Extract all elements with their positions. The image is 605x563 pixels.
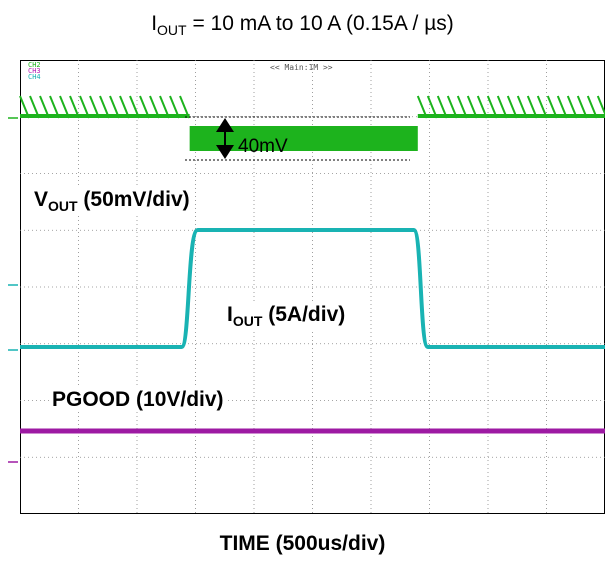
vout-label: VOUT (50mV/div) [32,188,192,215]
channel-label: CH4 [28,73,41,81]
timebase-header: << Main:1M >> [270,63,333,72]
arrow-up-icon [216,118,234,132]
iout-label: IOUT (5A/div) [225,303,348,330]
chart-title: IOUT = 10 mA to 10 A (0.15A / µs) [151,12,454,39]
channel-label: CH3 [28,67,41,75]
pgood-label: PGOOD (10V/div) [50,388,226,412]
channel-label: CH2 [28,61,41,69]
arrow-down-icon [216,145,234,159]
channel-list: CH2 CH3 CH4 [28,61,41,81]
x-axis-label: TIME (500us/div) [219,532,386,555]
iout-trace [20,228,605,349]
annotation-40mv: 40mV [238,136,288,157]
vout-trace [19,95,605,119]
